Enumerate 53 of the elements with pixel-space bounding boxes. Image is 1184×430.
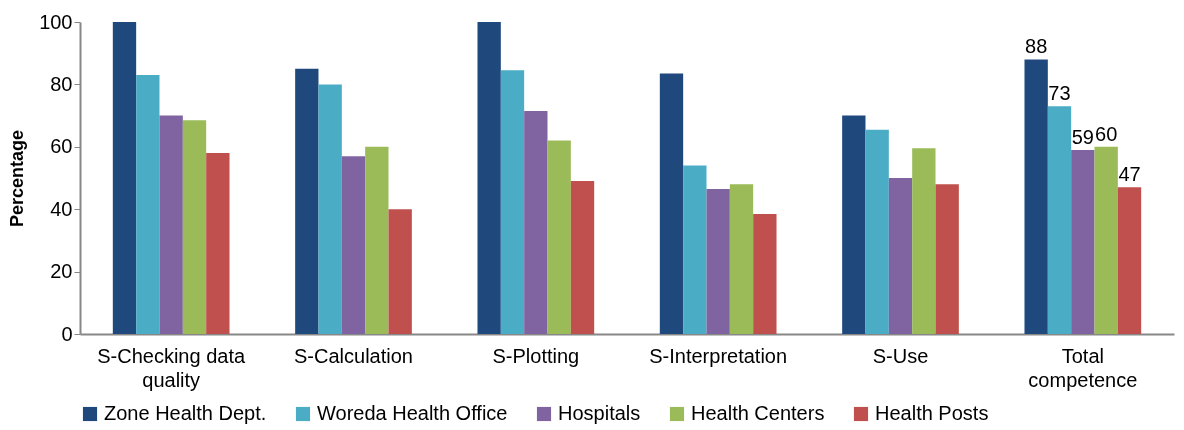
legend-label: Hospitals (558, 402, 641, 424)
bar (206, 153, 230, 334)
bar (388, 209, 412, 334)
legend-label: Woreda Health Office (317, 402, 508, 424)
x-tick-label: S-Calculation (294, 344, 413, 367)
data-label: 60 (1095, 122, 1118, 145)
legend-label: Health Centers (691, 402, 825, 424)
bar (341, 156, 366, 334)
y-tick-label: 40 (50, 197, 73, 220)
x-tick-label: Total competence (1028, 344, 1138, 391)
x-tick-label: S-Interpretation (649, 344, 788, 367)
y-axis-title: Percentage (7, 129, 28, 228)
bar (865, 129, 889, 334)
y-tick-label: 80 (50, 72, 73, 95)
bar (1071, 149, 1095, 334)
bar (842, 115, 866, 334)
bar (159, 115, 183, 334)
bar (1047, 106, 1072, 334)
data-label: 59 (1071, 125, 1094, 148)
bar (547, 140, 571, 334)
bar (295, 68, 319, 334)
x-tick-label: S-Use (872, 344, 929, 367)
bar (500, 70, 525, 334)
x-tick-label: S-Checking data quality (97, 344, 246, 391)
y-tick-label: 100 (39, 10, 73, 33)
legend-label: Health Posts (875, 402, 989, 424)
bar (570, 181, 595, 334)
bar (112, 22, 137, 334)
bar (1117, 187, 1142, 334)
legend-label: Zone Health Dept. (104, 402, 267, 424)
bar (318, 84, 342, 334)
bar (524, 110, 548, 334)
data-label: 73 (1048, 82, 1071, 105)
bar (706, 188, 730, 334)
y-tick-label: 60 (50, 135, 73, 158)
y-tick-label: 0 (61, 322, 73, 345)
bar (935, 184, 959, 334)
bar (1024, 59, 1048, 334)
bar (753, 213, 777, 334)
data-label: 47 (1118, 163, 1141, 186)
data-label: 88 (1025, 35, 1048, 58)
bar (1094, 146, 1118, 334)
bar (477, 22, 501, 334)
x-tick-label: S-Plotting (492, 344, 580, 367)
bar (136, 75, 160, 334)
bar (182, 120, 207, 334)
bar (729, 184, 754, 334)
bar (683, 165, 707, 334)
bar (888, 178, 913, 334)
bar (659, 73, 684, 334)
y-tick-label: 20 (50, 260, 73, 283)
bar (365, 146, 389, 334)
bar (912, 148, 936, 334)
